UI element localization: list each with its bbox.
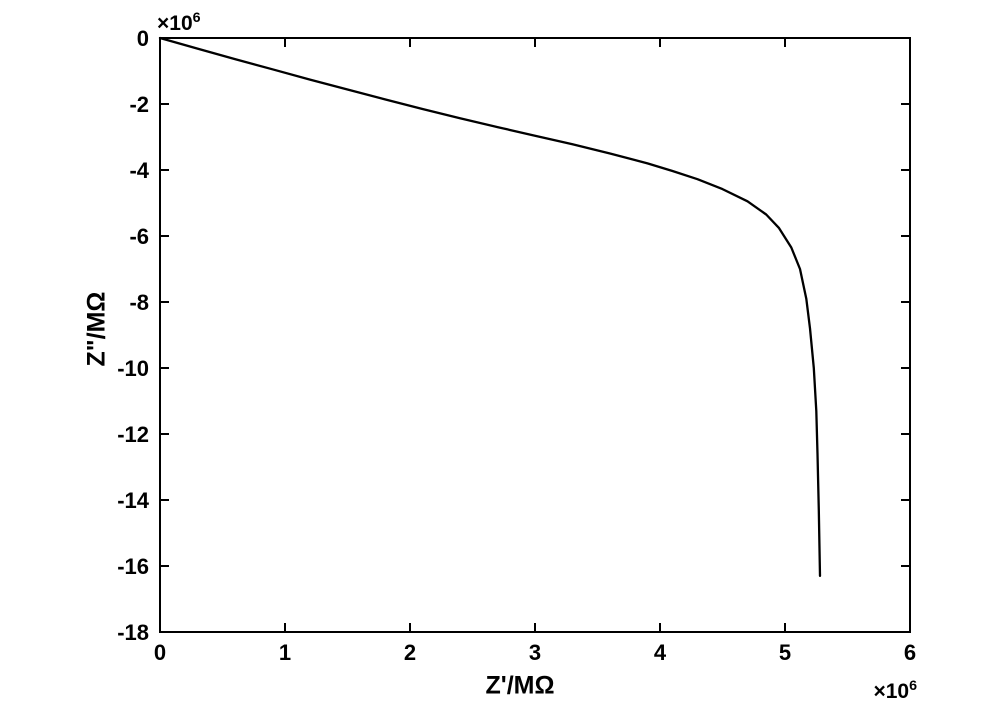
x-tick-label: 4 (654, 640, 667, 665)
y-tick-label: -18 (117, 620, 149, 645)
y-tick-label: -6 (129, 224, 149, 249)
y-axis-exponent: ×106 (157, 10, 201, 36)
x-axis-label: Z'/MΩ (485, 671, 555, 700)
y-tick-label: 0 (137, 26, 149, 51)
y-tick-label: -12 (117, 422, 149, 447)
plot-box (159, 37, 911, 633)
y-tick-label: -2 (129, 92, 149, 117)
x-exp-power: 6 (909, 678, 917, 694)
y-tick-label: -10 (117, 356, 149, 381)
y-tick-label: -8 (129, 290, 149, 315)
x-tick-label: 1 (279, 640, 291, 665)
y-exp-base: ×10 (157, 12, 193, 35)
x-tick-label: 0 (154, 640, 166, 665)
x-exp-base: ×10 (873, 680, 910, 703)
x-tick-label: 3 (529, 640, 541, 665)
x-tick-label: 2 (404, 640, 416, 665)
y-tick-label: -14 (117, 488, 150, 513)
y-axis-label: Z"/MΩ (82, 291, 111, 367)
x-tick-label: 5 (779, 640, 791, 665)
x-axis-exponent: ×106 (873, 678, 917, 704)
impedance-curve (158, 36, 822, 578)
y-exp-power: 6 (192, 10, 201, 26)
y-tick-label: -4 (129, 158, 149, 183)
y-tick-label: -16 (117, 554, 149, 579)
x-tick-label: 6 (904, 640, 916, 665)
